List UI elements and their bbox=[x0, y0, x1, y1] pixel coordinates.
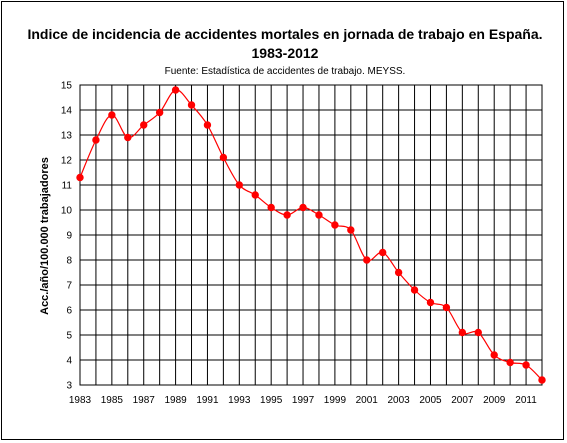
x-tick-label: 1991 bbox=[196, 395, 219, 406]
data-point bbox=[140, 121, 148, 129]
data-point bbox=[378, 248, 387, 257]
x-tick-label: 2007 bbox=[451, 395, 474, 406]
x-tick-label: 1985 bbox=[101, 395, 124, 406]
data-point bbox=[124, 133, 132, 142]
x-axis-ticks: 1983 1985 1987 1989 1991 1993 1995 1997 1999 2001… bbox=[69, 395, 537, 406]
data-point bbox=[426, 298, 435, 307]
y-tick-label: 9 bbox=[66, 231, 72, 242]
x-tick-label: 1987 bbox=[133, 395, 156, 406]
x-tick-label: 1989 bbox=[164, 395, 187, 406]
chart-title-years: 1983-2012 bbox=[252, 45, 319, 61]
x-tick-label: 1993 bbox=[228, 395, 251, 406]
data-point bbox=[251, 191, 259, 199]
data-point bbox=[538, 376, 546, 384]
data-point bbox=[394, 268, 403, 277]
data-point bbox=[331, 221, 339, 229]
y-tick-label: 6 bbox=[66, 306, 72, 317]
x-tick-label: 1997 bbox=[292, 395, 315, 406]
x-tick-label: 1983 bbox=[69, 395, 92, 406]
x-tick-label: 1995 bbox=[260, 395, 283, 406]
data-point bbox=[490, 351, 498, 359]
x-tick-label: 1999 bbox=[324, 395, 347, 406]
x-tick-label: 2005 bbox=[419, 395, 442, 406]
y-tick-label: 3 bbox=[66, 381, 72, 392]
data-point bbox=[235, 181, 244, 189]
y-tick-label: 7 bbox=[66, 281, 72, 292]
y-tick-label: 13 bbox=[61, 131, 73, 142]
x-tick-label: 2001 bbox=[356, 395, 379, 406]
chart-title: Indice de incidencia de accidentes morta… bbox=[27, 26, 542, 42]
y-tick-label: 5 bbox=[66, 331, 72, 342]
data-point bbox=[522, 361, 530, 369]
y-tick-label: 10 bbox=[61, 206, 73, 217]
data-point bbox=[108, 111, 116, 119]
y-tick-label: 15 bbox=[61, 81, 73, 92]
data-point bbox=[506, 358, 514, 367]
x-tick-label: 2003 bbox=[387, 395, 410, 406]
data-point bbox=[219, 153, 228, 162]
data-point bbox=[155, 108, 164, 117]
data-point bbox=[363, 256, 371, 264]
data-point bbox=[267, 203, 275, 212]
y-axis-label: Acc./año/100.000 trabajadores bbox=[39, 157, 51, 315]
data-point bbox=[203, 121, 212, 129]
data-point bbox=[299, 203, 307, 212]
data-point bbox=[410, 286, 419, 294]
series-incidence bbox=[76, 86, 546, 384]
data-point bbox=[458, 328, 467, 337]
y-tick-label: 11 bbox=[62, 181, 73, 192]
data-point bbox=[76, 173, 84, 182]
x-tick-label: 2009 bbox=[483, 395, 506, 406]
data-point bbox=[171, 86, 180, 94]
gridlines bbox=[79, 84, 543, 386]
data-point bbox=[347, 226, 355, 234]
data-point bbox=[187, 101, 196, 109]
y-tick-label: 12 bbox=[61, 156, 73, 167]
x-tick-label: 2011 bbox=[515, 395, 537, 406]
chart-subtitle: Fuente: Estadística de accidentes de tra… bbox=[165, 66, 406, 77]
y-tick-label: 4 bbox=[66, 356, 72, 367]
data-point bbox=[474, 328, 482, 337]
data-point bbox=[315, 211, 323, 219]
y-tick-label: 8 bbox=[66, 256, 72, 267]
y-tick-label: 14 bbox=[61, 106, 73, 117]
data-point bbox=[92, 136, 100, 144]
data-point bbox=[283, 211, 291, 219]
data-point bbox=[442, 303, 451, 312]
y-axis-ticks: 3 4 5 6 7 8 9 10 11 12 13 14 15 bbox=[61, 81, 73, 392]
